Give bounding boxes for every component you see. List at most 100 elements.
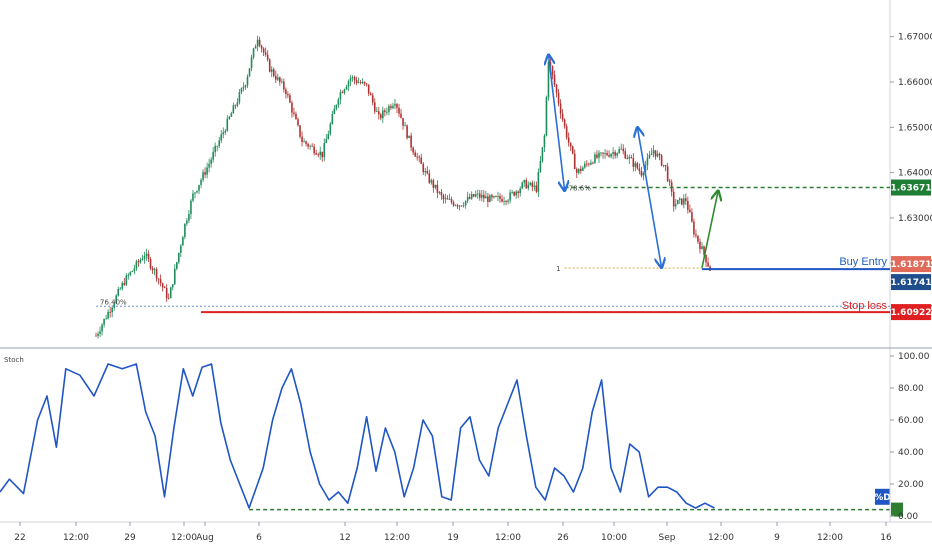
candle-body bbox=[466, 197, 469, 201]
candle-body bbox=[190, 200, 192, 214]
candle-body bbox=[105, 318, 107, 320]
candle-body bbox=[115, 295, 117, 304]
candle-body bbox=[131, 270, 134, 272]
stop-loss-badge: 1.60922 bbox=[891, 304, 932, 321]
candle-body bbox=[359, 82, 362, 84]
candle-body bbox=[169, 287, 172, 299]
candle-body bbox=[511, 191, 513, 193]
candle-body bbox=[412, 147, 414, 153]
candle-body bbox=[541, 147, 544, 161]
candle-body bbox=[681, 198, 683, 205]
candle-body bbox=[569, 142, 572, 147]
candle-body bbox=[331, 113, 334, 124]
candle-body bbox=[224, 130, 227, 133]
candle-body bbox=[200, 179, 202, 185]
candle-body bbox=[109, 311, 111, 313]
candle-body bbox=[650, 153, 653, 155]
candle-body bbox=[309, 145, 311, 147]
candle-body bbox=[404, 125, 406, 127]
candle-body bbox=[602, 152, 604, 154]
candle-body bbox=[592, 162, 594, 164]
candle-body bbox=[693, 221, 695, 235]
candle-body bbox=[373, 102, 376, 112]
candle-body bbox=[571, 146, 574, 154]
candle-body bbox=[701, 246, 703, 250]
candle-body bbox=[489, 195, 491, 202]
candle-body bbox=[375, 111, 378, 113]
candle-body bbox=[378, 111, 380, 115]
candle-body bbox=[390, 106, 392, 108]
candle-body bbox=[535, 185, 538, 192]
candle-body bbox=[472, 194, 475, 197]
fib-entry-label: 1 bbox=[556, 265, 560, 273]
time-tick-label: 6 bbox=[256, 533, 262, 543]
candle-body bbox=[289, 95, 291, 103]
candle-body bbox=[707, 262, 709, 267]
candle-body bbox=[634, 163, 637, 167]
candle-body bbox=[351, 77, 354, 78]
buy-entry-badge-text: 1.61871 bbox=[891, 260, 932, 270]
candle-body bbox=[95, 335, 97, 337]
stop-loss-label: Stop loss bbox=[842, 300, 888, 312]
candle-body bbox=[236, 102, 239, 106]
candle-body bbox=[503, 201, 505, 202]
candle-body bbox=[264, 52, 267, 55]
candle-body bbox=[303, 141, 305, 143]
candle-body bbox=[226, 118, 229, 131]
candle-body bbox=[250, 57, 253, 69]
candle-body bbox=[141, 259, 144, 261]
candle-body bbox=[612, 152, 614, 154]
candle-body bbox=[107, 311, 109, 319]
candle-body bbox=[341, 92, 344, 94]
candle-body bbox=[270, 69, 273, 72]
candle-body bbox=[272, 69, 275, 76]
candle-body bbox=[537, 171, 540, 192]
candle-body bbox=[347, 81, 350, 87]
candle-body bbox=[646, 157, 649, 166]
candle-body bbox=[476, 193, 479, 195]
candle-body bbox=[622, 148, 625, 152]
buy-entry-badge: 1.61871 bbox=[891, 256, 932, 273]
candle-body bbox=[299, 125, 301, 137]
candle-body bbox=[285, 89, 287, 95]
candle-body bbox=[507, 200, 509, 202]
annotation-arrow bbox=[701, 191, 718, 268]
time-tick-label: 12:00 bbox=[63, 533, 89, 543]
candle-body bbox=[319, 151, 322, 156]
candle-body bbox=[394, 104, 396, 106]
candle-body bbox=[491, 195, 493, 198]
candle-body bbox=[513, 191, 515, 196]
candle-body bbox=[446, 198, 449, 200]
candle-body bbox=[343, 89, 346, 93]
candle-body bbox=[184, 223, 186, 238]
candle-body bbox=[525, 180, 528, 189]
candle-body bbox=[386, 111, 388, 113]
candle-body bbox=[567, 137, 570, 143]
candle-body bbox=[281, 81, 283, 83]
candle-body bbox=[204, 172, 206, 175]
candle-body bbox=[240, 88, 243, 93]
candle-body bbox=[422, 163, 425, 173]
candle-body bbox=[462, 205, 465, 207]
candle-body bbox=[133, 268, 136, 271]
candle-body bbox=[371, 95, 374, 103]
candle-body bbox=[608, 155, 610, 157]
candle-body bbox=[129, 271, 132, 276]
candle-body bbox=[652, 150, 655, 154]
candle-body bbox=[121, 283, 124, 289]
stoch-tick-label: 60.00 bbox=[898, 416, 924, 426]
candle-body bbox=[616, 153, 618, 156]
stochastic-pane: Stoch %D bbox=[0, 356, 903, 517]
annotation-arrow bbox=[637, 127, 661, 267]
candle-body bbox=[167, 298, 170, 299]
stop-loss-badge-bg bbox=[891, 304, 931, 321]
candle-body bbox=[521, 182, 524, 189]
candle-body bbox=[234, 105, 237, 107]
candle-body bbox=[176, 262, 178, 269]
candle-body bbox=[99, 331, 101, 334]
candle-body bbox=[543, 135, 546, 148]
candle-body bbox=[577, 168, 580, 173]
candle-body bbox=[101, 324, 103, 332]
candle-body bbox=[163, 287, 166, 289]
